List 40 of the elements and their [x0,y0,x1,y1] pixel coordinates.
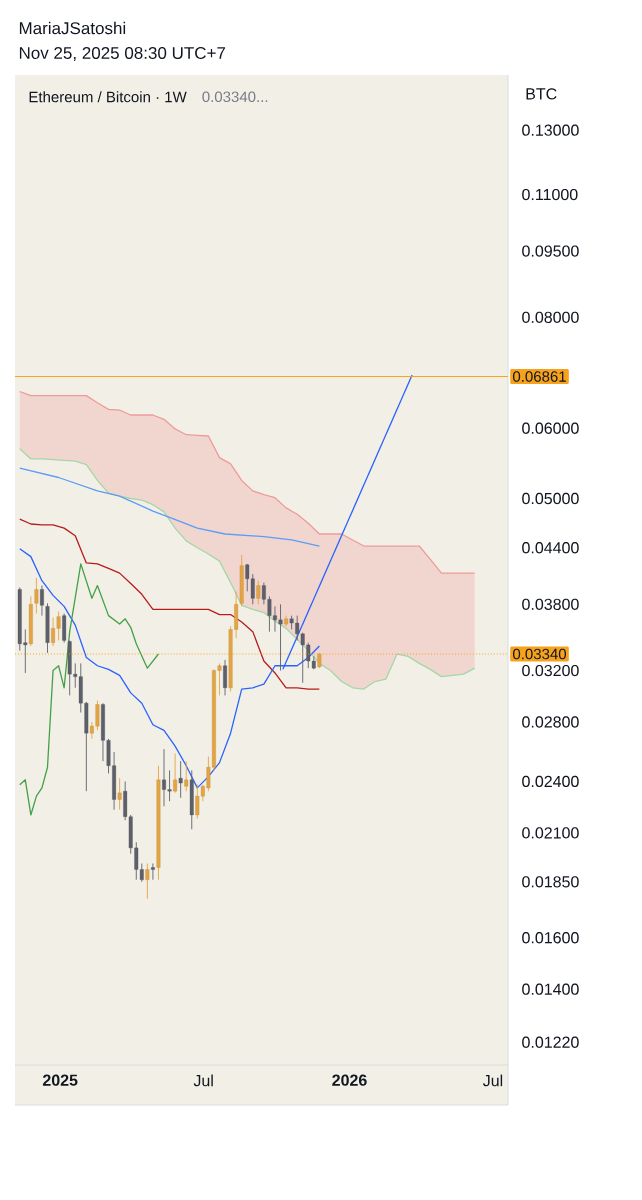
y-tick-label: 0.01850 [522,876,579,888]
text: 0.03340... [202,91,268,103]
x-tick-label: Jul [482,1074,503,1087]
candlestick [173,753,178,794]
y-tick-label: 0.04400 [522,542,579,554]
line-series [19,563,160,816]
text: MariaJSatoshi [19,21,126,35]
x-tick-label: 2026 [332,1074,367,1086]
candlestick [40,585,44,617]
y-tick-label: 0.02800 [522,716,579,728]
y-tick-label: 0.11000 [522,188,578,201]
y-tick-label: 0.08000 [522,311,579,323]
candlestick [145,863,150,900]
y-tick-label: 0.01600 [522,932,579,944]
line-series [19,467,321,547]
candlestick [184,760,189,792]
y-tick-label: 0.05000 [522,492,579,505]
y-tick-label: 0.13000 [522,124,579,136]
ref-line-label: 0.03340 [513,648,567,660]
candlestick [256,580,261,605]
x-tick-label: 2025 [42,1074,78,1086]
y-tick-label: 0.02400 [522,775,579,788]
candlestick [117,777,122,811]
ref-line-label: 0.06861 [513,371,566,382]
text: Nov 25, 2025 08:30 UTC+7 [19,46,226,61]
y-tick-label: 0.01220 [522,1036,579,1048]
y-tick-label: 0.09500 [522,245,579,257]
candlestick [150,863,155,881]
y-tick-label: 0.03200 [522,664,579,677]
y-tick-label: 0.02100 [522,827,579,839]
y-tick-label: 0.06000 [522,422,579,434]
y-tick-label: 0.01400 [522,983,579,995]
candlestick [178,760,183,799]
text: Ethereum / Bitcoin · 1W [29,91,187,103]
y-axis-title: BTC [526,88,557,100]
line-series [19,448,476,690]
y-tick-label: 0.03800 [522,598,579,610]
candlestick [34,577,39,614]
candlestick [223,659,227,696]
x-tick-label: Jul [193,1074,213,1087]
